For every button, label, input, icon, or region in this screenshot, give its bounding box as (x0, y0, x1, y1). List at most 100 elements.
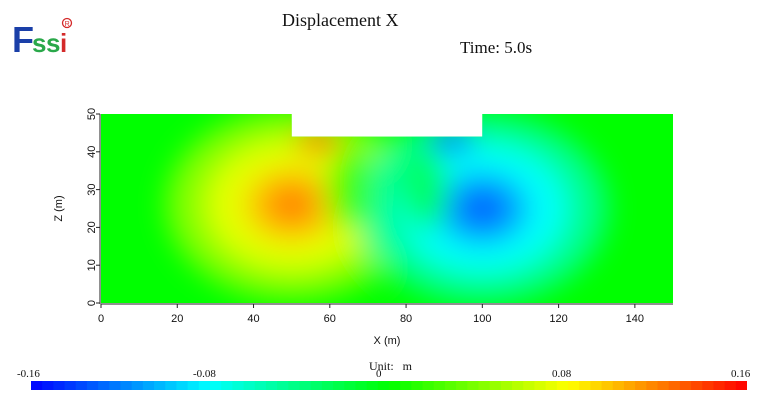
colorbar-segment (277, 381, 289, 390)
colorbar-segment (579, 381, 591, 390)
x-tick-label: 40 (247, 313, 259, 325)
colorbar-segment (221, 381, 233, 390)
x-tick-label: 0 (98, 313, 104, 325)
colorbar-segment (590, 381, 603, 390)
colorbar-segment (75, 381, 88, 390)
colorbar-segment (433, 381, 446, 390)
colorbar-segment (512, 381, 524, 390)
logo-letter-i: i (60, 28, 67, 58)
colorbar-tick-label: 0 (376, 368, 382, 380)
colorbar-segment (500, 381, 513, 390)
colorbar-segment (456, 381, 468, 390)
colorbar-segment (310, 381, 323, 390)
colorbar-segment (568, 381, 580, 390)
colorbar-segment (724, 381, 737, 390)
colorbar-tick-label: -0.08 (193, 368, 216, 380)
chart-title: Displacement X (282, 10, 399, 30)
colorbar-segment (64, 381, 77, 390)
colorbar-segment (254, 381, 267, 390)
colorbar-segment (389, 381, 401, 390)
colorbar-segment (210, 381, 222, 390)
x-tick-label: 80 (400, 313, 412, 325)
colorbar-segment (243, 381, 256, 390)
unit-label: Unit: (369, 359, 394, 373)
colorbar-segment (142, 381, 155, 390)
y-tick-label: 40 (86, 146, 98, 158)
colorbar-segment (679, 381, 692, 390)
colorbar-segment (120, 381, 133, 390)
colorbar-segment (265, 381, 278, 390)
colorbar-segment (545, 381, 558, 390)
y-axis: 0 10 20 30 40 50 (86, 108, 100, 306)
colorbar-segment (299, 381, 312, 390)
time-label: Time: 5.0s (460, 38, 533, 57)
colorbar-segment (400, 381, 412, 390)
colorbar-segment (109, 381, 122, 390)
colorbar (31, 381, 747, 390)
colorbar-segment (467, 381, 480, 390)
colorbar-segment (735, 381, 747, 390)
colorbar-segment (601, 381, 614, 390)
logo-letter-s1: s (32, 28, 46, 58)
colorbar-segment (176, 381, 189, 390)
colorbar-segment (53, 381, 66, 390)
colorbar-segment (355, 381, 368, 390)
colorbar-segment (478, 381, 491, 390)
colorbar-segment (98, 381, 110, 390)
colorbar-segment (377, 381, 390, 390)
colorbar-segment (31, 381, 43, 390)
colorbar-segment (556, 381, 569, 390)
colorbar-segment (344, 381, 357, 390)
colorbar-segment (657, 381, 670, 390)
colorbar-segment (411, 381, 424, 390)
logo-letter-f: F (12, 19, 34, 60)
svg-text:R: R (65, 21, 70, 28)
x-tick-label: 20 (171, 313, 183, 325)
field-contour (296, 130, 341, 151)
colorbar-segment (668, 381, 681, 390)
colorbar-tick-label: -0.16 (17, 368, 40, 380)
colorbar-segment (321, 381, 334, 390)
colorbar-segment (612, 381, 625, 390)
colorbar-segment (444, 381, 457, 390)
y-tick-label: 30 (86, 183, 98, 195)
field-contour (403, 149, 448, 230)
field-area (101, 114, 673, 303)
colorbar-segment (333, 381, 345, 390)
y-tick-label: 10 (86, 259, 98, 271)
colorbar-segment (187, 381, 200, 390)
colorbar-segment (86, 381, 99, 390)
colorbar-segment (623, 381, 636, 390)
colorbar-segment (646, 381, 659, 390)
colorbar-segment (534, 381, 547, 390)
y-axis-label: Z (m) (53, 195, 65, 221)
colorbar-unit: Unit: m (369, 359, 412, 374)
x-axis: 0 20 40 60 80 100 120 140 (98, 304, 644, 325)
colorbar-segment (691, 381, 703, 390)
colorbar-segment (165, 381, 178, 390)
field-contour (271, 186, 312, 223)
colorbar-segment (702, 381, 715, 390)
field-contour (462, 190, 503, 227)
fssi-logo: F s s i R (10, 12, 74, 60)
colorbar-segment (131, 381, 144, 390)
x-tick-label: 140 (626, 313, 644, 325)
colorbar-segment (422, 381, 435, 390)
y-tick-label: 50 (86, 108, 98, 120)
colorbar-segment (288, 381, 301, 390)
y-tick-label: 20 (86, 221, 98, 233)
colorbar-segment (42, 381, 54, 390)
colorbar-segment (154, 381, 166, 390)
x-tick-label: 120 (549, 313, 567, 325)
colorbar-segment (198, 381, 211, 390)
colorbar-tick-label: 0.08 (552, 368, 572, 380)
colorbar-segment (232, 381, 245, 390)
field-contour (326, 149, 371, 230)
x-axis-label: X (m) (374, 335, 401, 347)
colorbar-segment (713, 381, 726, 390)
x-tick-label: 60 (324, 313, 336, 325)
x-tick-label: 100 (473, 313, 491, 325)
y-tick-label: 0 (86, 300, 98, 306)
field-contour (429, 130, 474, 151)
